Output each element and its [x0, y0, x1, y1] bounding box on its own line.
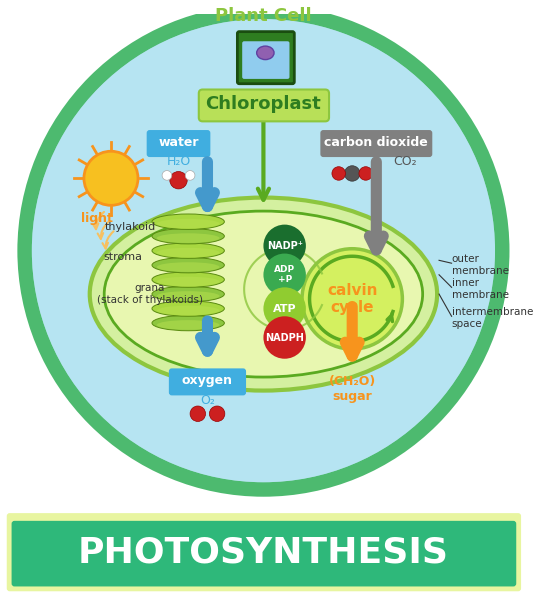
Text: water: water — [158, 136, 199, 149]
Text: H₂O: H₂O — [166, 155, 191, 169]
Text: NADP⁺: NADP⁺ — [266, 241, 302, 251]
Text: oxygen: oxygen — [182, 374, 233, 388]
Ellipse shape — [90, 197, 437, 391]
Ellipse shape — [152, 272, 224, 287]
Ellipse shape — [152, 286, 224, 302]
Circle shape — [332, 167, 346, 180]
Ellipse shape — [157, 277, 219, 286]
Circle shape — [210, 406, 225, 421]
Circle shape — [162, 170, 172, 180]
Circle shape — [264, 316, 306, 359]
Text: O₂: O₂ — [200, 394, 215, 407]
Circle shape — [359, 167, 373, 180]
Circle shape — [32, 19, 495, 482]
FancyBboxPatch shape — [147, 130, 211, 157]
Circle shape — [302, 249, 403, 349]
Ellipse shape — [152, 301, 224, 316]
Text: grana
(stack of thylakoids): grana (stack of thylakoids) — [97, 283, 202, 305]
Ellipse shape — [157, 219, 219, 229]
Circle shape — [190, 406, 206, 421]
Ellipse shape — [157, 248, 219, 257]
Circle shape — [264, 254, 306, 296]
Ellipse shape — [152, 214, 224, 229]
Ellipse shape — [157, 233, 219, 243]
Circle shape — [264, 287, 306, 330]
FancyBboxPatch shape — [199, 89, 329, 121]
Text: thylakoid: thylakoid — [104, 221, 156, 232]
Text: PHOTOSYNTHESIS: PHOTOSYNTHESIS — [78, 536, 449, 569]
Ellipse shape — [157, 291, 219, 301]
Circle shape — [264, 224, 306, 267]
Text: Chloroplast: Chloroplast — [206, 95, 321, 113]
Text: calvin
cycle: calvin cycle — [327, 283, 377, 315]
Circle shape — [32, 19, 495, 482]
Text: carbon dioxide: carbon dioxide — [324, 136, 428, 149]
FancyBboxPatch shape — [169, 368, 246, 395]
Text: ATP: ATP — [273, 304, 296, 314]
FancyBboxPatch shape — [237, 32, 294, 84]
Text: outer
membrane: outer membrane — [452, 254, 509, 276]
Ellipse shape — [157, 305, 219, 316]
Text: intermembrane
space: intermembrane space — [452, 307, 533, 329]
Ellipse shape — [152, 257, 224, 273]
Text: ADP
+P: ADP +P — [274, 265, 295, 284]
Ellipse shape — [104, 211, 423, 377]
Circle shape — [185, 170, 195, 180]
Text: stroma: stroma — [104, 253, 143, 262]
FancyBboxPatch shape — [7, 513, 521, 591]
Text: light: light — [80, 212, 113, 226]
Circle shape — [345, 166, 360, 181]
Circle shape — [84, 151, 138, 205]
FancyBboxPatch shape — [321, 130, 432, 157]
FancyBboxPatch shape — [242, 41, 289, 79]
Ellipse shape — [152, 229, 224, 244]
Ellipse shape — [157, 320, 219, 330]
Text: inner
membrane: inner membrane — [452, 278, 509, 300]
Ellipse shape — [152, 243, 224, 259]
Circle shape — [170, 172, 187, 189]
Text: CO₂: CO₂ — [393, 155, 417, 169]
Ellipse shape — [157, 262, 219, 272]
Text: NADPH: NADPH — [265, 332, 304, 343]
Text: (CH₂O)
sugar: (CH₂O) sugar — [329, 374, 376, 403]
FancyBboxPatch shape — [11, 521, 516, 586]
Ellipse shape — [152, 316, 224, 331]
Text: Plant Cell: Plant Cell — [215, 7, 312, 25]
Circle shape — [18, 5, 509, 497]
Ellipse shape — [257, 46, 274, 59]
